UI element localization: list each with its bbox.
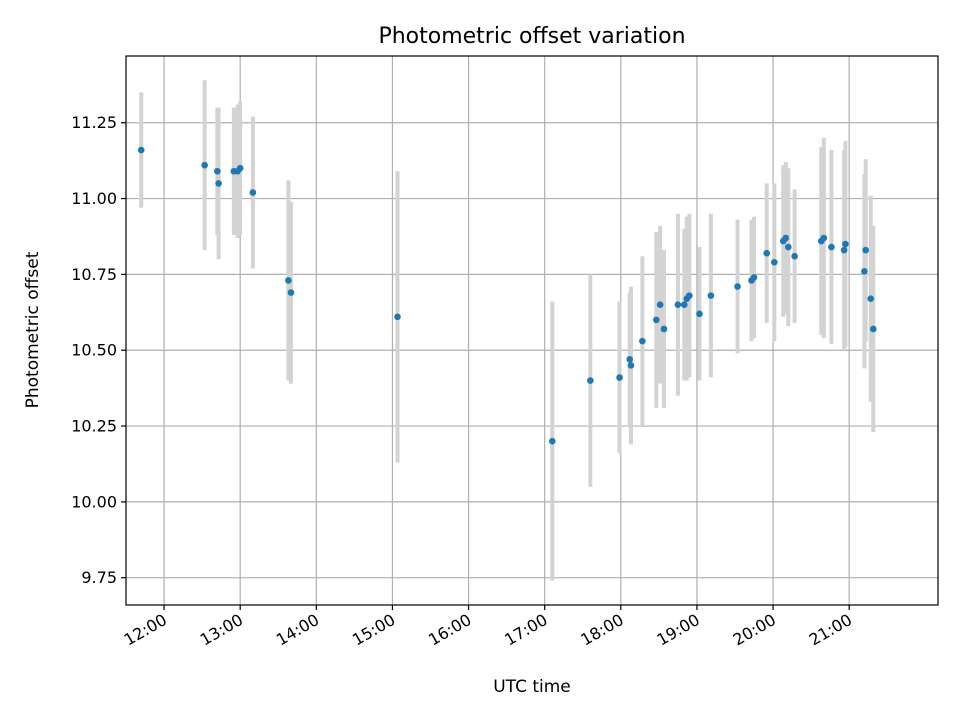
data-point: [840, 246, 848, 254]
x-tick-label: 21:00: [806, 610, 855, 650]
y-tick-label: 10.25: [71, 417, 117, 436]
error-bars: [139, 80, 876, 581]
data-point: [763, 249, 771, 257]
x-tick-label: 13:00: [197, 610, 246, 650]
y-tick-label: 11.25: [71, 113, 117, 132]
x-tick-label: 19:00: [654, 610, 703, 650]
y-tick-label: 10.75: [71, 265, 117, 284]
data-point: [861, 268, 868, 275]
data-point: [791, 252, 798, 260]
data-point: [784, 243, 792, 251]
data-point: [656, 301, 664, 309]
data-point: [771, 258, 778, 266]
data-point: [214, 167, 221, 175]
y-tick-label: 11.00: [71, 189, 117, 208]
x-tick-label: 17:00: [501, 610, 550, 650]
y-tick-label: 9.75: [81, 568, 117, 587]
y-tick-label: 10.50: [71, 341, 117, 360]
data-point: [734, 283, 741, 290]
y-tick-label: 10.00: [71, 492, 117, 511]
y-axis-label: Photometric offset: [23, 251, 43, 408]
data-point: [587, 377, 594, 384]
data-point: [249, 189, 257, 196]
data-point: [616, 374, 623, 381]
data-point: [782, 234, 790, 242]
data-point: [627, 362, 635, 369]
data-point: [285, 277, 292, 284]
data-point: [869, 325, 877, 333]
y-axis-ticks: 9.75 10.00 10.25 10.50 10.75 11.00 11.25: [71, 113, 126, 587]
data-point: [674, 301, 682, 309]
x-axis-ticks: 12:00 13:00 14:00 15:00 16:00 17:00 18:00 19:00…: [121, 605, 855, 650]
data-point: [394, 313, 401, 321]
data-point: [696, 310, 703, 318]
data-point: [639, 337, 646, 345]
grid: [126, 56, 938, 605]
x-tick-label: 16:00: [425, 610, 474, 650]
data-point: [137, 146, 145, 154]
data-point: [549, 437, 556, 445]
data-point: [686, 292, 693, 299]
data-point: [707, 292, 715, 299]
chart-title: Photometric offset variation: [378, 24, 685, 49]
data-points: [137, 146, 877, 445]
x-tick-label: 15:00: [349, 610, 398, 650]
x-tick-label: 20:00: [730, 610, 779, 650]
x-tick-label: 12:00: [121, 610, 170, 650]
data-point: [626, 356, 633, 363]
data-point: [750, 274, 758, 281]
x-tick-label: 18:00: [577, 610, 626, 650]
data-point: [215, 180, 222, 187]
data-point: [660, 325, 668, 333]
data-point: [287, 289, 295, 296]
data-point: [842, 240, 849, 248]
x-tick-label: 14:00: [273, 610, 322, 650]
data-point: [862, 246, 869, 254]
data-point: [820, 234, 828, 242]
x-axis-label: UTC time: [493, 677, 571, 697]
data-point: [236, 164, 244, 172]
data-point: [201, 161, 208, 169]
data-point: [653, 316, 660, 324]
plot-frame: [125, 55, 939, 606]
data-point: [867, 295, 875, 302]
data-point: [680, 301, 688, 309]
data-point: [828, 243, 835, 251]
